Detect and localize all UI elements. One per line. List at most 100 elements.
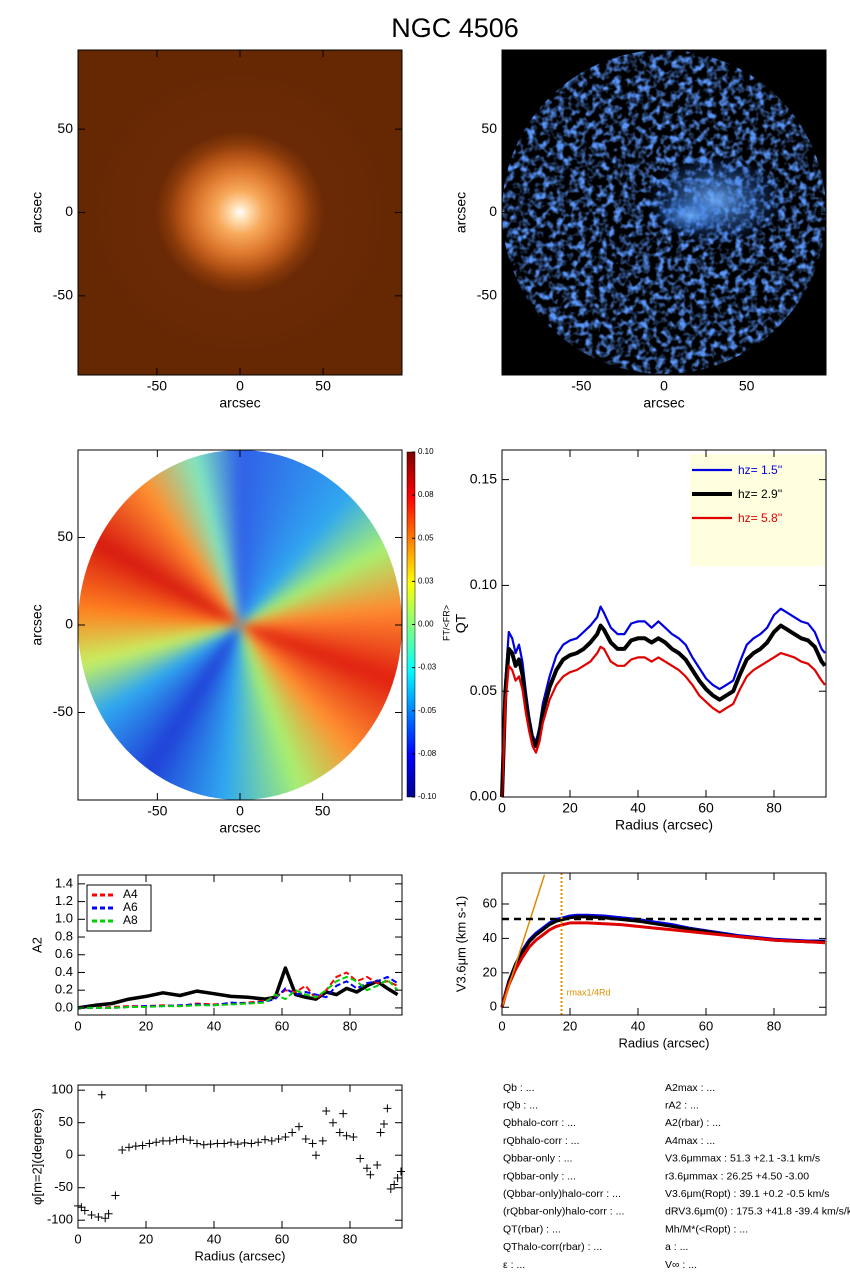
colorbar-tick-label: 0.10 [418,447,434,456]
scatter-point [233,1140,242,1149]
scatter-point [87,1211,96,1219]
scatter-point [322,1107,331,1115]
y-tick-label: 50 [57,120,73,136]
parameter-line: V∞ : ... [665,1259,697,1271]
scatter-point [152,1138,161,1147]
x-tick-label: 0 [74,1018,81,1033]
plot-frame [77,49,403,376]
scatter-point [186,1136,195,1145]
series-line [78,975,399,1009]
plot-frame [77,449,403,801]
parameter-line: Qbhalo-corr : ... [503,1117,576,1129]
y-tick-label: 0.8 [55,928,73,943]
parameter-line: rA2 : ... [665,1099,699,1111]
legend-label: A4 [123,887,138,901]
y-tick-label: 1.2 [55,893,73,908]
scatter-point [308,1139,317,1148]
scatter-point [281,1133,290,1141]
x-tick-label: 0 [74,1231,81,1246]
scatter-point [274,1134,283,1143]
x-tick-label: 0 [236,803,244,819]
y-tick-label: 0.10 [470,576,497,592]
scatter-point [386,1185,395,1193]
y-tick-label: -50 [53,287,73,303]
scatter-point [240,1138,249,1147]
series-line [78,975,399,1009]
scatter-point [356,1154,365,1163]
y-tick-label: 0 [65,616,73,632]
parameter-line: A2(rbar) : ... [665,1117,721,1129]
scatter-point [165,1136,174,1145]
x-tick-label: 60 [699,1018,713,1033]
x-tick-label: 0 [660,378,668,394]
x-tick-label: 50 [315,803,331,819]
y-tick-label: 40 [483,930,497,945]
parameter-line: (Qbbar-only)halo-corr : ... [503,1188,621,1200]
y-tick-label: 0.0 [55,999,73,1014]
x-tick-label: -50 [147,803,167,819]
x-tick-label: 20 [563,1018,577,1033]
force-map [78,450,402,800]
colorbar-tick-label: -0.08 [418,749,437,758]
scatter-point [172,1135,181,1144]
colorbar-label: FT/<FR> [441,605,451,641]
scatter-point [301,1134,310,1143]
scatter-point [383,1104,392,1113]
scatter-point [226,1138,235,1147]
scatter-point [288,1128,297,1137]
scatter-point [342,1131,351,1140]
y-axis-label: φ[m=2](degrees) [29,1108,44,1205]
colorbar-tick-label: -0.05 [418,706,437,715]
y-tick-label: 0.2 [55,982,73,997]
x-tick-label: -50 [571,378,591,394]
series-line [500,921,826,1008]
scatter-point [267,1136,276,1145]
scatter-point [339,1109,348,1118]
y-tick-label: 50 [57,528,73,544]
y-tick-label: 60 [483,895,497,910]
scatter-point [206,1140,215,1149]
parameter-line: dRV3.6μm(0) : 175.3 +41.8 -39.4 km/s/kpc [665,1206,850,1218]
legend-label: A6 [123,900,138,914]
series-line [500,605,826,798]
scatter-point [376,1128,385,1137]
parameter-line: QThalo-corr(rbar) : ... [503,1241,602,1253]
legend-box [86,884,152,932]
colorbar-tick-label: 0.00 [418,620,434,629]
parameter-line: rQb : ... [503,1099,538,1111]
x-axis-label: Radius (arcsec) [194,1248,285,1263]
x-tick-label: 60 [698,800,714,816]
figure-title: NGC 4506 [391,13,519,43]
y-tick-label: 1.4 [55,875,73,890]
plot-frame [77,1084,403,1229]
y-axis-label: QT [453,613,469,633]
y-axis-label: arcsec [29,192,45,233]
parameter-line: V3.6μm(Ropt) : 39.1 +0.2 -0.5 km/s [665,1188,830,1200]
scatter-point [393,1173,402,1182]
scatter-point [366,1170,375,1179]
x-tick-label: -50 [147,378,167,394]
scatter-point [311,1151,320,1160]
y-tick-label: 0.15 [470,470,497,486]
y-axis-label: arcsec [453,192,469,233]
plot-frame [501,872,827,1016]
reference-label: rmax1/4Rd [566,987,610,997]
x-tick-label: 20 [139,1231,153,1246]
y-tick-label: 1.0 [55,911,73,926]
scatter-point [124,1143,133,1152]
x-tick-label: 20 [139,1018,153,1033]
y-tick-label: 0.4 [55,964,73,979]
scatter-point [101,1214,110,1223]
y-tick-label: 20 [483,964,497,979]
scatter-point [77,1203,86,1212]
plot-frame [77,874,403,1016]
y-tick-label: 0 [490,999,497,1014]
parameter-line: r3.6μmmax : 26.25 +4.50 -3.00 [665,1170,809,1182]
y-axis-label: arcsec [29,604,45,645]
y-tick-label: -50 [53,703,73,719]
y-tick-label: 100 [51,1082,73,1097]
y-axis-label: A2 [29,937,44,953]
x-tick-label: 0 [498,1018,505,1033]
x-tick-label: 80 [767,1018,781,1033]
